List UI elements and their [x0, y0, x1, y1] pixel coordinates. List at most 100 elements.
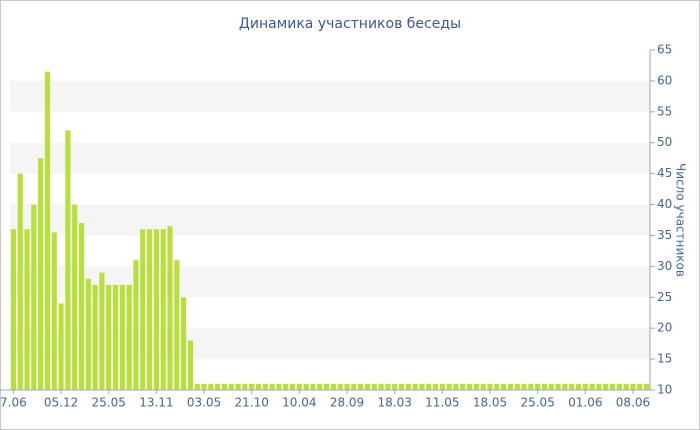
- bar: [283, 383, 289, 390]
- bar: [616, 383, 622, 390]
- x-tick-label: 11.05: [425, 396, 459, 410]
- bar: [208, 383, 214, 390]
- bar: [432, 383, 439, 390]
- bar: [31, 204, 37, 390]
- bar: [507, 383, 514, 390]
- bar: [644, 383, 650, 390]
- bar: [521, 383, 527, 390]
- bar: [133, 260, 139, 390]
- y-tick-label: 45: [657, 166, 672, 180]
- bar: [480, 383, 486, 390]
- bar: [174, 260, 180, 390]
- bar: [344, 383, 350, 390]
- bar: [289, 383, 296, 390]
- bar: [153, 229, 159, 390]
- x-tick-label: 13.11: [139, 396, 173, 410]
- grid-band: [10, 328, 650, 360]
- bar: [412, 383, 418, 390]
- chart-title: Динамика участников беседы: [239, 16, 461, 32]
- y-tick-label: 55: [657, 104, 672, 118]
- x-tick-label: 18.05: [473, 396, 507, 410]
- bar: [51, 232, 57, 390]
- bar: [126, 284, 132, 390]
- bar: [501, 383, 507, 390]
- y-tick-label: 50: [657, 135, 672, 149]
- bar: [58, 303, 64, 390]
- bar: [303, 383, 309, 390]
- x-tick-label: 7.06: [0, 396, 27, 410]
- x-tick-label: 01.06: [568, 396, 602, 410]
- y-tick-label: 60: [657, 73, 672, 87]
- bar: [446, 383, 452, 390]
- bar: [44, 71, 51, 391]
- bar: [160, 229, 166, 390]
- bar: [548, 383, 554, 390]
- bar: [637, 383, 643, 390]
- bar: [419, 383, 425, 390]
- bar: [575, 383, 582, 390]
- x-tick-label: 25.05: [520, 396, 554, 410]
- bar: [324, 383, 330, 390]
- bar: [358, 383, 364, 390]
- y-tick-label: 20: [657, 321, 672, 335]
- bar: [119, 284, 125, 390]
- bar: [528, 383, 534, 390]
- grid-band: [10, 80, 650, 112]
- x-tick-label: 21.10: [235, 396, 269, 410]
- bar: [242, 383, 248, 390]
- bar: [85, 278, 91, 390]
- x-tick-label: 08.06: [616, 396, 650, 410]
- y-tick-label: 10: [657, 383, 672, 397]
- x-tick-label: 28.09: [330, 396, 364, 410]
- bar: [140, 229, 146, 390]
- x-tick-label: 10.04: [282, 396, 316, 410]
- x-tick-label: 05.12: [44, 396, 78, 410]
- bar: [364, 383, 371, 390]
- bar: [262, 383, 268, 390]
- bar: [146, 229, 153, 390]
- bar: [187, 340, 194, 390]
- bar: [276, 383, 282, 390]
- bar: [405, 383, 411, 390]
- bar: [310, 383, 316, 390]
- bar: [201, 383, 207, 390]
- bar: [296, 383, 302, 390]
- bar: [385, 383, 391, 390]
- y-tick-label: 25: [657, 290, 672, 304]
- y-tick-label: 35: [657, 228, 672, 242]
- bar: [630, 383, 636, 390]
- grid-band: [10, 142, 650, 174]
- bar: [426, 383, 432, 390]
- bar: [317, 383, 323, 390]
- bar: [623, 383, 629, 390]
- grid-band: [10, 266, 650, 298]
- grid-band: [10, 204, 650, 236]
- bar: [494, 383, 500, 390]
- bar: [10, 229, 16, 390]
- bar: [92, 284, 98, 390]
- bar: [562, 383, 568, 390]
- bar: [487, 383, 493, 390]
- y-tick-label: 30: [657, 259, 672, 273]
- bar: [221, 383, 228, 390]
- y-tick-label: 65: [657, 43, 672, 57]
- x-tick-label: 18.03: [378, 396, 412, 410]
- bar: [596, 383, 602, 390]
- bar: [215, 383, 221, 390]
- bar: [371, 383, 377, 390]
- bar: [330, 383, 336, 390]
- bar: [378, 383, 384, 390]
- bar: [555, 383, 561, 390]
- y-axis-label: Число участников: [674, 163, 688, 277]
- bar: [65, 130, 71, 390]
- bar: [439, 383, 445, 390]
- bar: [24, 229, 30, 390]
- bar: [78, 223, 85, 390]
- bar: [603, 383, 609, 390]
- bar: [609, 383, 616, 390]
- bar: [569, 383, 575, 390]
- bar: [181, 297, 187, 390]
- y-tick-label: 15: [657, 352, 672, 366]
- x-tick-label: 25.05: [92, 396, 126, 410]
